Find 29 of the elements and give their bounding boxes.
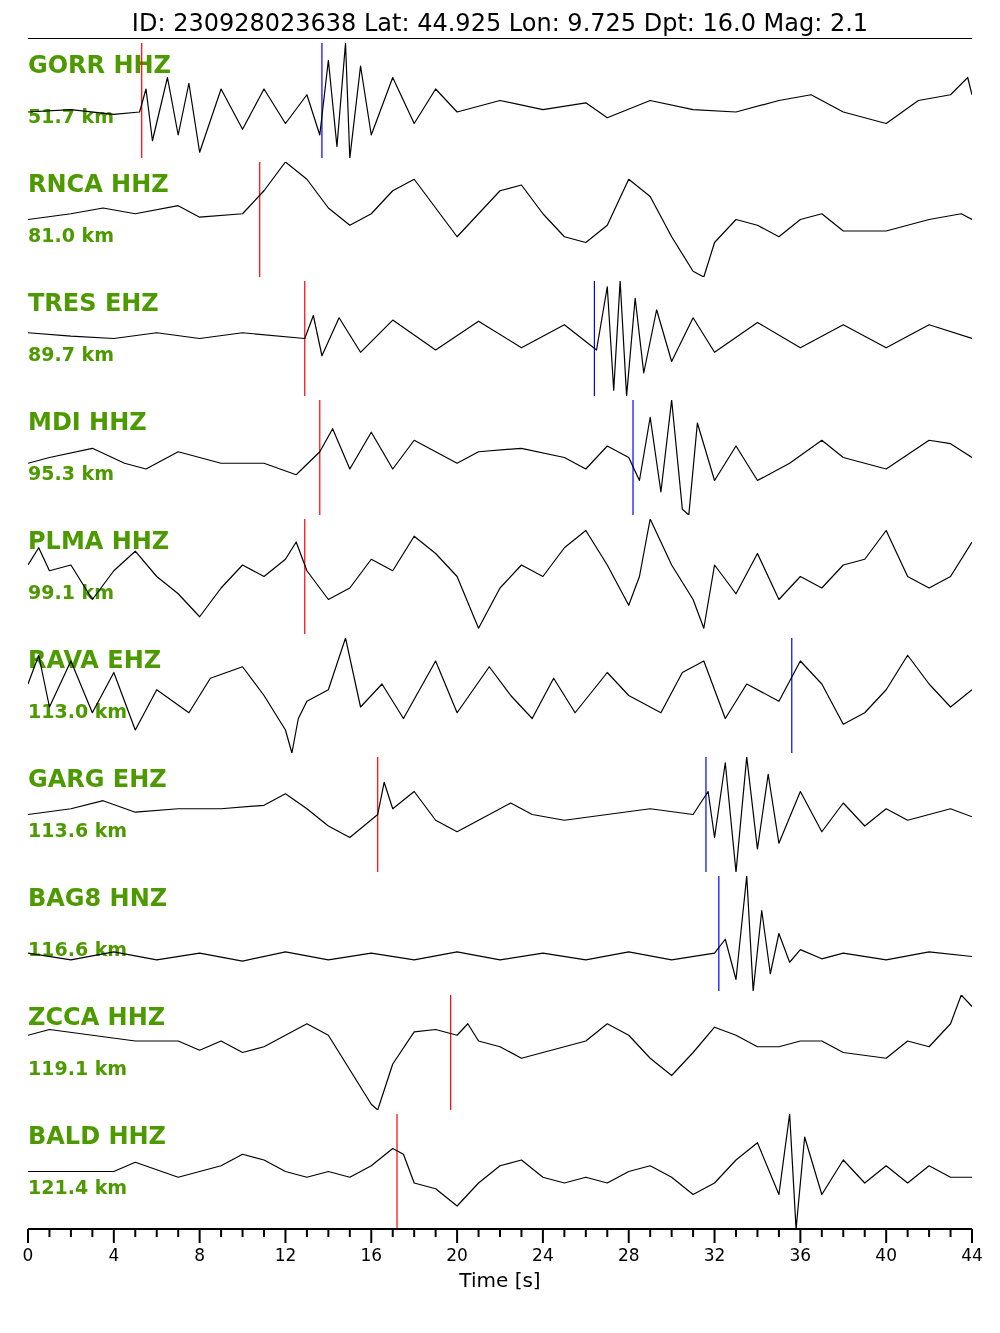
annotation: BAG8 HNZ: [28, 884, 168, 912]
annotation: MDI HHZ: [28, 408, 147, 436]
annotation: GARG EHZ: [28, 765, 167, 793]
annotation: ZCCA HHZ: [28, 1003, 166, 1031]
annotation: 81.0 km: [28, 224, 114, 246]
annotation: 95.3 km: [28, 462, 114, 484]
annotation: RNCA HHZ: [28, 170, 169, 198]
x-tick-label: 4: [108, 1245, 120, 1265]
x-tick-label: 32: [703, 1245, 726, 1265]
x-tick-label: 0: [22, 1245, 34, 1265]
x-tick-label: 28: [617, 1245, 640, 1265]
x-axis-title: Time [s]: [458, 1268, 541, 1292]
x-tick-label: 12: [274, 1245, 297, 1265]
x-tick-label: 20: [446, 1245, 468, 1265]
annotation: BALD HHZ: [28, 1122, 167, 1150]
annotation: 113.0 km: [28, 700, 128, 722]
annotation: PLMA HHZ: [28, 527, 170, 555]
x-tick-label: 44: [961, 1245, 983, 1265]
x-tick-label: 40: [875, 1245, 897, 1265]
x-tick-label: 24: [532, 1245, 554, 1265]
annotation: 119.1 km: [28, 1057, 128, 1079]
x-tick-label: 8: [194, 1245, 206, 1265]
annotation: 113.6 km: [28, 819, 128, 841]
chart-title: ID: 230928023638 Lat: 44.925 Lon: 9.725 Dpt: 16.0 Mag: 2.1: [28, 8, 972, 39]
annotation: 89.7 km: [28, 343, 114, 365]
x-tick-label: 36: [789, 1245, 812, 1265]
annotation: TRES EHZ: [28, 289, 159, 317]
x-tick-label: 16: [360, 1245, 383, 1265]
annotation: 121.4 km: [28, 1176, 128, 1198]
